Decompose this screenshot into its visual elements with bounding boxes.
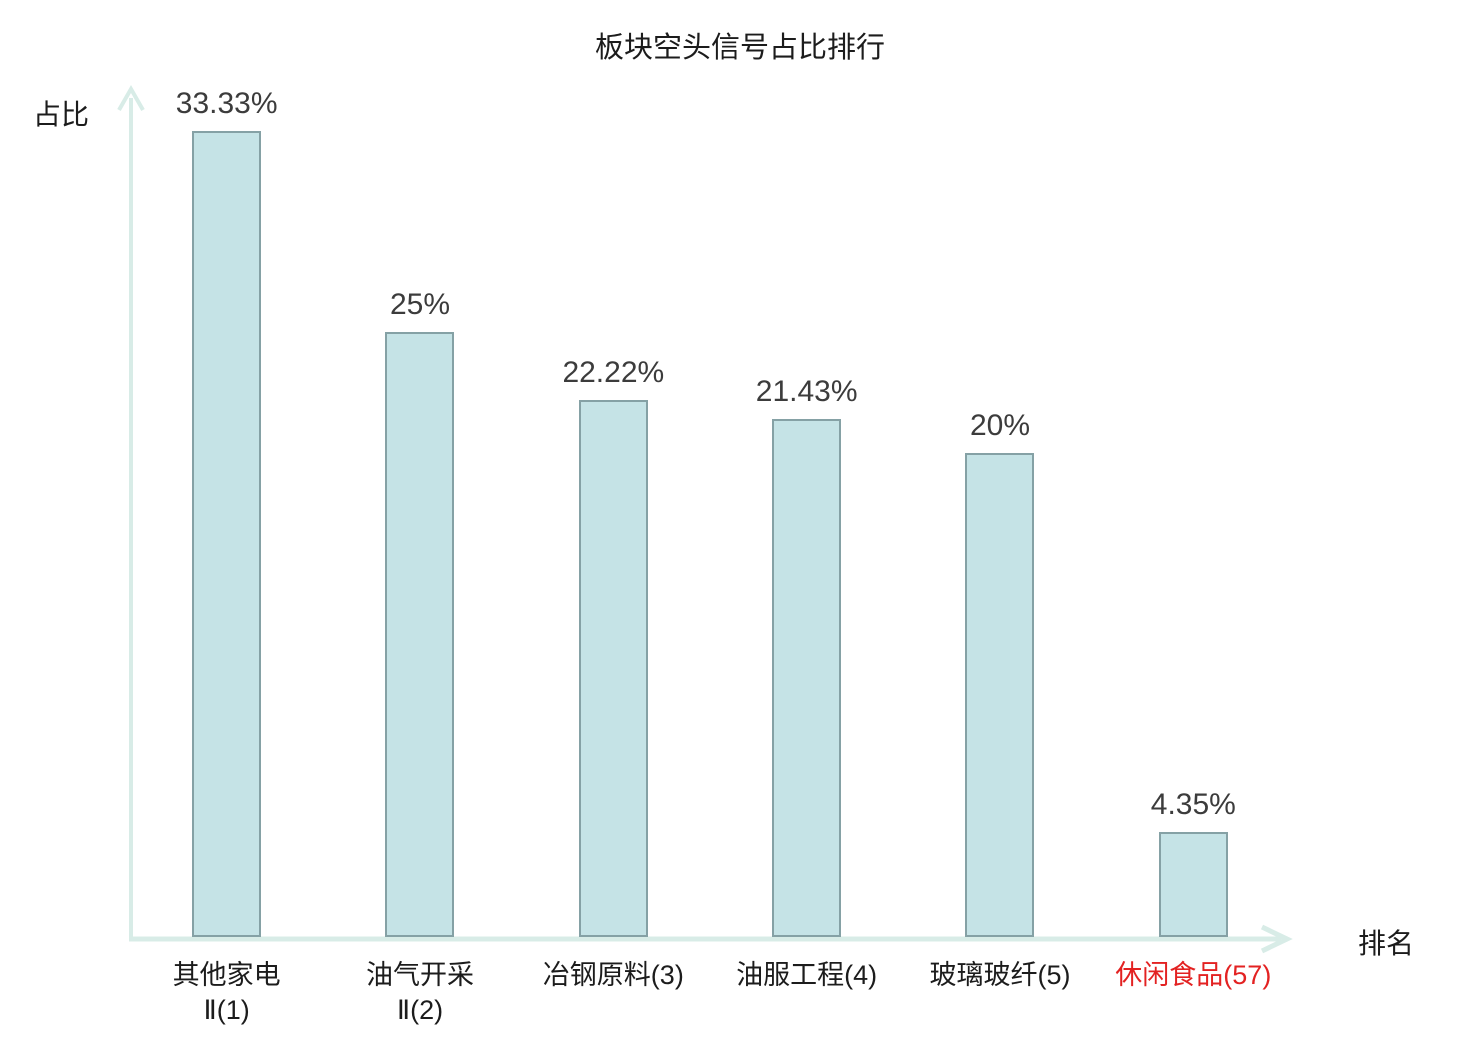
category-line1: 油服工程(4) [736,960,878,990]
x-axis-label: 排名 [1358,928,1415,959]
category-line1: 其他家电 [172,960,281,990]
bar-value-label: 25% [389,288,451,321]
category-label: 其他家电 Ⅱ(1) [130,958,323,1028]
category-label: 冶钢原料(3) [517,958,710,1028]
bar-group: 4.35% [1097,85,1290,937]
bar-group: 20% [903,85,1096,937]
bar-value-label: 20% [969,409,1030,442]
category-line1: 冶钢原料(3) [542,960,684,990]
bar-value-label: 33.33% [175,87,278,120]
chart-title: 板块空头信号占比排行 [594,32,885,64]
bar-value-label: 4.35% [1150,788,1236,821]
plot-area: 33.33% 25% 22.22% 21.43% 20% 4.35% [130,85,1290,937]
bar [965,453,1035,937]
bar [192,131,262,937]
category-line2: Ⅱ(1) [203,995,250,1025]
bar [1158,832,1228,937]
bar [385,332,455,937]
bar-group: 21.43% [710,85,903,937]
bar-value-label: 22.22% [562,356,665,389]
category-line1: 玻璃玻纤(5) [929,960,1071,990]
category-label: 油服工程(4) [710,958,903,1028]
bar-value-label: 21.43% [755,375,858,408]
bar-group: 33.33% [130,85,323,937]
bar [578,400,648,937]
category-label: 休闲食品(57) [1097,958,1290,1028]
bar-group: 22.22% [517,85,710,937]
category-axis: 其他家电 Ⅱ(1) 油气开采 Ⅱ(2) 冶钢原料(3) 油服工程(4) 玻璃玻纤… [130,958,1290,1028]
category-label: 玻璃玻纤(5) [903,958,1096,1028]
bar-group: 25% [323,85,516,937]
category-line1: 油气开采 [365,960,474,990]
bar [772,419,842,937]
y-axis-label: 占比 [33,99,90,130]
category-label: 油气开采 Ⅱ(2) [323,958,516,1028]
category-line1: 休闲食品(57) [1115,960,1272,990]
category-line2: Ⅱ(2) [396,995,444,1025]
